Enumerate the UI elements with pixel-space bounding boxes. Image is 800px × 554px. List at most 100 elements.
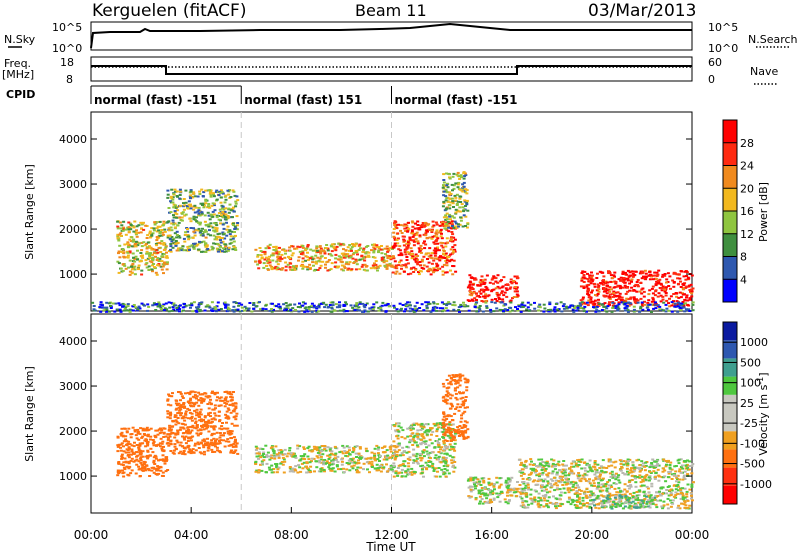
echo-cell	[465, 199, 469, 202]
echo-cell	[202, 444, 206, 447]
echo-cell	[340, 458, 344, 461]
echo-cell	[224, 245, 228, 248]
echo-cell	[669, 295, 673, 298]
echo-cell	[449, 248, 453, 251]
echo-cell	[200, 212, 204, 215]
echo-cell	[227, 408, 231, 411]
echo-cell	[663, 273, 667, 275]
echo-cell	[448, 302, 452, 305]
echo-cell	[571, 308, 575, 311]
echo-cell	[206, 403, 210, 405]
echo-cell	[449, 237, 453, 240]
echo-cell	[323, 445, 327, 447]
echo-cell	[509, 494, 513, 497]
echo-cell	[614, 281, 618, 283]
echo-cell	[230, 432, 234, 435]
echo-cell	[375, 444, 379, 447]
echo-cell	[195, 401, 199, 404]
echo-cell	[223, 402, 227, 404]
echo-cell	[258, 247, 262, 249]
echo-cell	[135, 437, 139, 440]
echo-cell	[488, 281, 492, 284]
echo-cell	[228, 430, 232, 432]
echo-cell	[180, 422, 184, 425]
echo-cell	[162, 427, 166, 430]
echo-cell	[162, 262, 166, 265]
echo-cell	[326, 249, 330, 252]
echo-cell	[454, 408, 458, 410]
echo-cell	[466, 305, 470, 308]
echo-cell	[170, 240, 174, 243]
echo-cell	[167, 220, 171, 223]
echo-cell	[576, 306, 580, 309]
echo-cell	[461, 187, 465, 190]
echo-cell	[172, 237, 176, 240]
echo-cell	[404, 230, 408, 232]
echo-cell	[394, 225, 398, 228]
echo-cell	[490, 301, 494, 304]
echo-cell	[119, 449, 123, 452]
echo-cell	[224, 304, 227, 307]
echo-cell	[478, 281, 482, 284]
echo-cell	[126, 256, 130, 259]
echo-cell	[459, 303, 463, 306]
echo-cell	[450, 377, 454, 380]
echo-cell	[147, 246, 151, 249]
echo-cell	[135, 444, 139, 446]
echo-cell	[145, 426, 149, 429]
echo-cell	[617, 278, 621, 281]
echo-cell	[217, 308, 221, 311]
echo-cell	[521, 304, 525, 307]
echo-cell	[342, 467, 345, 470]
echo-cell	[415, 457, 419, 460]
echo-cell	[463, 410, 467, 413]
echo-cell	[629, 279, 633, 282]
echo-cell	[146, 450, 150, 453]
echo-cell	[122, 252, 126, 255]
echo-cell	[187, 437, 191, 440]
echo-cell	[404, 308, 408, 311]
echo-cell	[358, 446, 362, 449]
echo-cell	[596, 272, 599, 275]
echo-cell	[206, 426, 210, 429]
echo-cell	[289, 268, 293, 271]
echo-cell	[436, 247, 439, 250]
echo-cell	[315, 306, 319, 308]
echo-cell	[182, 450, 186, 452]
echo-cell	[440, 446, 443, 449]
echo-cell	[206, 396, 210, 399]
echo-cell	[456, 171, 460, 174]
echo-cell	[187, 451, 191, 454]
echo-cell	[146, 435, 150, 438]
echo-cell	[430, 427, 434, 430]
echo-cell	[399, 224, 403, 227]
echo-cell	[425, 237, 429, 240]
echo-cell	[492, 310, 496, 313]
echo-cell	[179, 441, 183, 444]
echo-cell	[270, 266, 274, 269]
echo-cell	[154, 221, 158, 223]
echo-cell	[143, 304, 146, 307]
echo-cell	[221, 223, 225, 226]
echo-cell	[169, 412, 173, 415]
echo-cell	[414, 459, 418, 462]
echo-cell	[176, 209, 180, 212]
echo-cell	[593, 303, 597, 305]
echo-cell	[195, 426, 199, 429]
echo-cell	[262, 451, 266, 454]
power-cells	[91, 112, 695, 313]
echo-cell	[287, 309, 291, 312]
echo-cell	[128, 238, 132, 241]
echo-cell	[406, 457, 410, 460]
echo-cell	[400, 253, 404, 256]
nave-tick-top: 60	[708, 56, 722, 69]
echo-cell	[211, 408, 215, 411]
echo-cell	[499, 301, 503, 304]
colorbar-tick-label: 12	[740, 228, 754, 241]
echo-cell	[663, 288, 667, 291]
echo-cell	[173, 211, 177, 214]
echo-cell	[204, 421, 208, 423]
echo-cell	[451, 233, 455, 236]
echo-cell	[168, 306, 172, 309]
echo-cell	[306, 245, 310, 248]
